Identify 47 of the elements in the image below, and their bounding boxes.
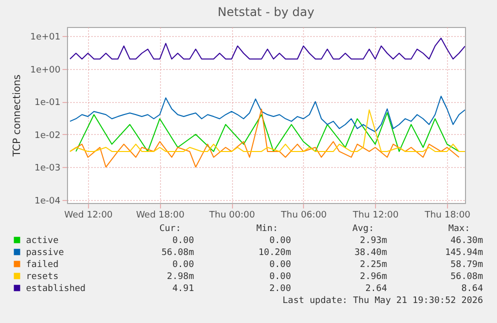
line-series — [69, 96, 465, 132]
text: 2.96m — [360, 272, 387, 282]
text: 46.30m — [450, 236, 483, 246]
text: 8.64 — [461, 284, 483, 294]
legend-label: active — [26, 236, 59, 246]
text: 2.25m — [360, 260, 387, 270]
x-tick-label: Thu 18:00 — [424, 210, 471, 220]
text: Last update: Thu May 21 19:30:52 2026 — [282, 296, 483, 306]
y-tick-label: 1e+00 — [30, 65, 61, 76]
chart-title: Netstat - by day — [218, 5, 314, 19]
y-tick-label: 1e-04 — [34, 196, 61, 206]
text: 2.64 — [365, 284, 387, 294]
text: 2.93m — [360, 236, 387, 246]
x-tick-label: Thu 12:00 — [352, 210, 399, 220]
y-tick-label: 1e-02 — [34, 130, 60, 141]
text: 2.00 — [269, 284, 291, 294]
x-tick-label: Wed 12:00 — [64, 210, 113, 220]
legend-label: failed — [26, 260, 59, 270]
text: 0.00 — [269, 236, 291, 246]
y-tick-label: 1e+01 — [30, 32, 60, 43]
text: 4.91 — [172, 284, 194, 294]
x-tick-label: Thu 00:00 — [208, 210, 256, 220]
text: 56.08m — [450, 272, 483, 282]
text: 145.94m — [445, 248, 483, 258]
text: 0.00 — [172, 236, 194, 246]
text: Min: — [256, 224, 278, 234]
line-series — [69, 108, 460, 168]
text: 0.00 — [172, 260, 194, 270]
text: Max: — [448, 224, 470, 234]
y-tick-label: 1e-01 — [34, 98, 60, 108]
line-series — [69, 38, 465, 60]
x-tick-label: Thu 06:00 — [280, 210, 328, 220]
text: 56.08m — [161, 248, 194, 258]
text: Cur: — [159, 224, 181, 234]
legend-label: established — [26, 284, 86, 294]
text: 58.79m — [450, 260, 483, 270]
text: 38.40m — [354, 248, 387, 258]
y-axis-title: TCP connections — [12, 74, 24, 158]
legend-label: resets — [26, 272, 59, 282]
text: Avg: — [352, 224, 374, 234]
y-tick-label: 1e-03 — [34, 164, 60, 174]
legend-label: passive — [26, 248, 64, 258]
text: 10.20m — [258, 248, 291, 258]
text: 0.00 — [269, 260, 291, 270]
text: 2.98m — [166, 272, 194, 282]
x-tick-label: Wed 18:00 — [136, 210, 185, 220]
text: 0.00 — [269, 272, 291, 282]
